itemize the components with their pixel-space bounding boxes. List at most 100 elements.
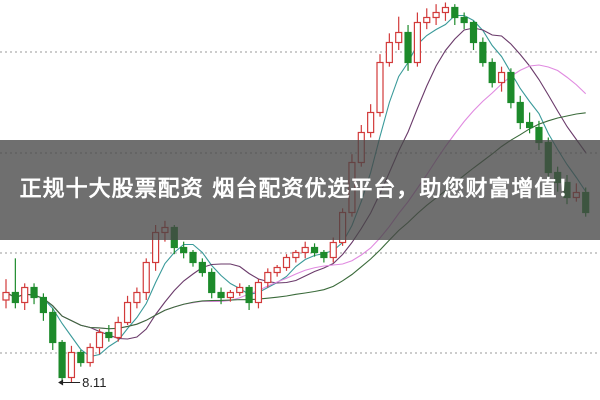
candle-body: [49, 311, 57, 344]
candle: [11, 258, 19, 309]
candle: [208, 268, 216, 299]
candle-body: [133, 291, 141, 304]
candle-body: [525, 121, 534, 129]
candle: [469, 20, 478, 50]
candle: [180, 241, 188, 259]
candle: [404, 25, 412, 71]
candle: [395, 16, 403, 50]
candle-body: [30, 286, 38, 299]
candle: [432, 4, 440, 25]
candle-body: [77, 351, 85, 364]
candle-body: [413, 21, 421, 64]
candle-body: [86, 346, 94, 364]
candle-body: [451, 6, 459, 19]
candle: [423, 8, 431, 30]
candle-body: [105, 331, 113, 339]
candle: [77, 350, 85, 367]
candle: [189, 250, 197, 267]
candle-body: [497, 71, 506, 84]
arrow-head-icon: [58, 379, 64, 386]
candle: [30, 283, 38, 305]
candle: [320, 250, 328, 263]
candle-body: [320, 251, 328, 259]
candle-body: [2, 291, 10, 301]
candle-body: [395, 31, 403, 44]
candle-body: [254, 281, 263, 304]
candle: [367, 104, 375, 138]
candle-body: [264, 271, 272, 284]
candle-body: [479, 41, 487, 64]
candle-body: [142, 261, 150, 294]
candle: [21, 283, 29, 310]
candle: [329, 237, 337, 263]
candle: [49, 308, 57, 350]
candle-body: [367, 111, 375, 134]
candle: [376, 54, 384, 117]
candle: [525, 112, 534, 134]
candle-body: [460, 16, 468, 24]
candle: [264, 268, 272, 288]
candle: [226, 290, 234, 302]
candle-body: [292, 251, 300, 259]
moving-average-line: [5, 14, 587, 358]
candle: [114, 316, 122, 342]
candle-body: [329, 241, 337, 259]
candle: [488, 58, 496, 88]
candle-body: [385, 41, 393, 64]
candle-body: [39, 296, 48, 314]
candle: [58, 340, 66, 383]
candle-body: [441, 6, 450, 14]
candle-body: [310, 246, 319, 254]
candle: [301, 241, 309, 259]
candle-body: [273, 266, 281, 274]
candle-body: [217, 291, 225, 299]
candle: [254, 279, 263, 309]
candle-body: [95, 331, 104, 349]
candle-body: [58, 341, 66, 379]
candle: [497, 66, 506, 92]
candle-body: [507, 71, 515, 104]
candle-body: [488, 61, 496, 84]
article-title: 正规十大股票配资 烟台配资优选平台，助您财富增值！: [19, 177, 581, 202]
candle: [507, 68, 515, 109]
candle: [516, 95, 524, 130]
candle-body: [11, 291, 19, 304]
candle-body: [198, 261, 206, 274]
candle-body: [404, 31, 412, 64]
candle-body: [67, 351, 76, 379]
candle-body: [208, 271, 216, 294]
candle-body: [226, 291, 234, 299]
candle-body: [180, 246, 188, 254]
candle: [39, 293, 48, 321]
candle-body: [245, 286, 253, 304]
candle-body: [282, 256, 291, 269]
candle: [2, 279, 10, 309]
candle-body: [189, 251, 197, 264]
candle-body: [123, 301, 132, 324]
candle-body: [301, 246, 309, 254]
candle: [86, 343, 94, 367]
candle: [413, 12, 421, 67]
candle-body: [516, 101, 524, 124]
candle: [245, 285, 253, 310]
candle-body: [236, 286, 244, 294]
candle: [292, 250, 300, 263]
candle: [217, 287, 225, 305]
candle: [142, 258, 150, 300]
candle: [479, 37, 487, 67]
candle: [105, 325, 113, 342]
candle-body: [432, 11, 440, 19]
candle: [451, 4, 459, 25]
candle: [441, 2, 450, 21]
candle: [198, 258, 206, 277]
candle: [236, 283, 244, 296]
candle-body: [423, 16, 431, 24]
title-banner: 正规十大股票配资 烟台配资优选平台，助您财富增值！: [0, 140, 600, 240]
candle-body: [114, 321, 122, 339]
candle: [385, 33, 393, 67]
candle: [123, 295, 132, 325]
candle: [460, 12, 468, 30]
candle-body: [469, 21, 478, 44]
candle: [95, 329, 104, 355]
